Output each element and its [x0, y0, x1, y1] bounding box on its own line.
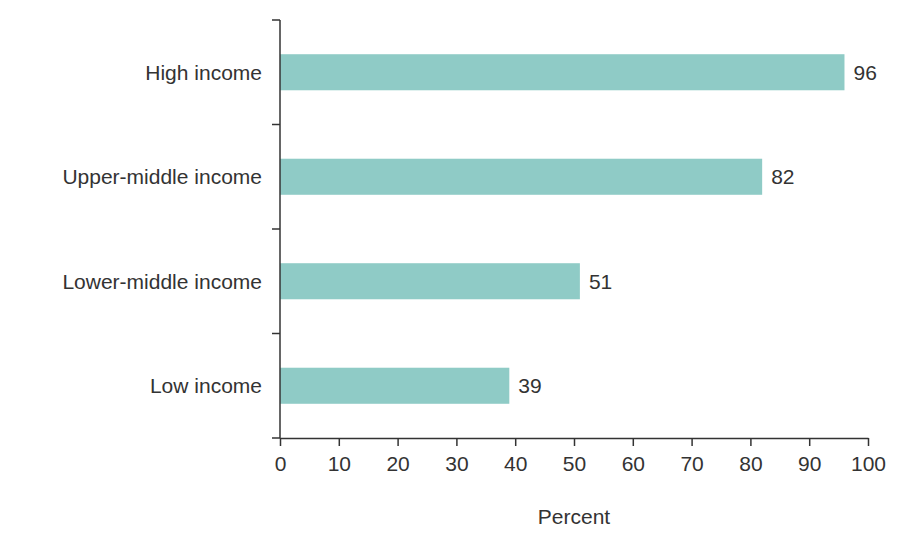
x-tick-label: 80 — [739, 452, 762, 475]
category-separator — [272, 124, 280, 126]
category-separator — [272, 228, 280, 230]
x-tick-mark — [515, 438, 517, 446]
category-separator — [272, 333, 280, 335]
data-label: 96 — [853, 61, 876, 84]
x-tick-label: 0 — [275, 452, 287, 475]
x-tick: 50 — [563, 438, 586, 475]
x-tick-label: 40 — [504, 452, 527, 475]
category-label: High income — [145, 61, 262, 84]
x-tick-mark — [868, 438, 870, 446]
x-tick: 10 — [328, 438, 351, 475]
category-separator — [272, 19, 280, 21]
category-label: Low income — [150, 374, 262, 397]
data-label: 39 — [518, 374, 541, 397]
x-tick: 70 — [680, 438, 703, 475]
x-tick: 90 — [798, 438, 821, 475]
x-tick-label: 70 — [680, 452, 703, 475]
x-tick-label: 10 — [328, 452, 351, 475]
data-label: 82 — [771, 165, 794, 188]
bar — [280, 159, 762, 195]
bar — [280, 263, 580, 299]
x-tick-label: 30 — [445, 452, 468, 475]
x-axis-title: Percent — [538, 505, 611, 528]
x-tick-label: 90 — [798, 452, 821, 475]
bar — [280, 368, 509, 404]
x-tick: 20 — [386, 438, 409, 475]
x-axis: 0 10 20 30 40 50 60 70 80 90 100 — [275, 438, 886, 475]
x-tick-mark — [397, 438, 399, 446]
category-separator — [272, 437, 280, 439]
x-tick: 0 — [275, 438, 287, 475]
x-tick-mark — [691, 438, 693, 446]
data-label: 51 — [589, 270, 612, 293]
x-tick-mark — [750, 438, 752, 446]
x-tick-mark — [280, 438, 282, 446]
chart: 96 82 51 39 High income Upper-middle income Lo… — [0, 0, 924, 548]
x-tick: 80 — [739, 438, 762, 475]
x-tick-mark — [456, 438, 458, 446]
x-tick: 40 — [504, 438, 527, 475]
x-tick-label: 100 — [851, 452, 886, 475]
y-axis: High income Upper-middle income Lower-midd… — [62, 20, 280, 438]
category-label: Lower-middle income — [62, 270, 262, 293]
data-labels: 96 82 51 39 — [518, 61, 877, 398]
x-tick-mark — [809, 438, 811, 446]
x-tick-label: 20 — [386, 452, 409, 475]
x-tick-mark — [574, 438, 576, 446]
x-tick-label: 60 — [622, 452, 645, 475]
x-tick-label: 50 — [563, 452, 586, 475]
plot: 96 82 51 39 High income Upper-middle income Lo… — [62, 20, 886, 528]
x-tick: 60 — [622, 438, 645, 475]
x-tick: 30 — [445, 438, 468, 475]
category-label: Upper-middle income — [62, 165, 262, 188]
x-tick: 100 — [851, 438, 886, 475]
bars — [280, 54, 844, 404]
x-tick-mark — [339, 438, 341, 446]
bar — [280, 54, 844, 90]
x-tick-mark — [633, 438, 635, 446]
